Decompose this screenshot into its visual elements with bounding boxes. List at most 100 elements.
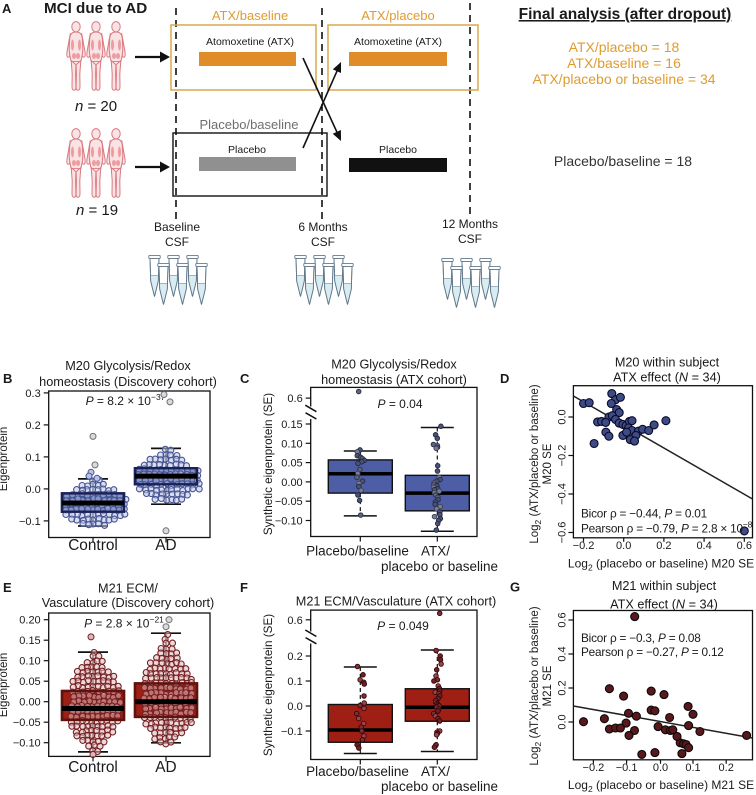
svg-text:ATX/baseline = 16: ATX/baseline = 16 [567, 55, 681, 71]
svg-text:Baseline: Baseline [154, 220, 200, 234]
svg-text:ATX/: ATX/ [421, 544, 450, 559]
svg-text:D: D [500, 371, 509, 386]
svg-text:−0.10: −0.10 [275, 516, 303, 528]
svg-text:−0.6: −0.6 [557, 522, 569, 544]
svg-text:0.15: 0.15 [19, 635, 40, 647]
svg-text:CSF: CSF [458, 232, 482, 246]
svg-text:M20 SE: M20 SE [542, 443, 554, 484]
svg-text:0.2: 0.2 [287, 651, 302, 663]
svg-text:Bicor ρ = −0.3, P = 0.08: Bicor ρ = −0.3, P = 0.08 [581, 631, 701, 645]
svg-text:0.4: 0.4 [557, 646, 569, 661]
svg-text:0.6: 0.6 [557, 612, 569, 627]
svg-text:0.2: 0.2 [25, 420, 40, 432]
svg-text:Control: Control [68, 537, 118, 554]
svg-text:Log2 (placebo or baseline) M20: Log2 (placebo or baseline) M20 SE [568, 557, 754, 573]
svg-text:0.00: 0.00 [19, 697, 40, 709]
svg-text:6 Months: 6 Months [298, 220, 347, 234]
svg-text:0.0: 0.0 [616, 540, 631, 552]
svg-text:P = 2.8 × 10−21: P = 2.8 × 10−21 [84, 615, 164, 631]
svg-text:Pearson ρ = −0.79, P = 2.8 × 1: Pearson ρ = −0.79, P = 2.8 × 10−8 [581, 520, 753, 536]
svg-text:0.2: 0.2 [557, 680, 569, 695]
svg-text:M20 Glycolysis/Redox: M20 Glycolysis/Redox [331, 358, 457, 372]
svg-text:homeostasis (ATX cohort): homeostasis (ATX cohort) [321, 373, 467, 387]
svg-text:CSF: CSF [165, 235, 189, 249]
svg-text:0.6: 0.6 [737, 540, 752, 552]
svg-text:0.2: 0.2 [656, 540, 671, 552]
svg-text:Log2 (placebo or baseline) M21: Log2 (placebo or baseline) M21 SE [568, 778, 754, 794]
svg-text:Placebo/baseline = 18: Placebo/baseline = 18 [554, 153, 692, 169]
svg-text:Synthetic eigenprotein (SE): Synthetic eigenprotein (SE) [262, 614, 275, 756]
svg-text:0.0: 0.0 [557, 714, 569, 729]
svg-text:0.0: 0.0 [287, 701, 302, 713]
svg-text:−0.2: −0.2 [557, 445, 569, 467]
svg-text:MCI due to AD: MCI due to AD [44, 0, 147, 17]
svg-text:−0.10: −0.10 [13, 738, 41, 750]
svg-text:placebo or baseline: placebo or baseline [381, 559, 498, 574]
svg-text:0.05: 0.05 [19, 676, 40, 688]
svg-text:Eigenprotein: Eigenprotein [0, 653, 10, 718]
svg-text:0.15: 0.15 [281, 419, 302, 431]
svg-text:−0.1: −0.1 [281, 726, 303, 738]
svg-text:ATX/baseline: ATX/baseline [212, 8, 288, 23]
svg-text:Placebo/baseline: Placebo/baseline [306, 544, 409, 559]
svg-text:G: G [510, 580, 520, 595]
svg-text:Synthetic eigenprotein (SE): Synthetic eigenprotein (SE) [262, 393, 275, 535]
svg-text:AD: AD [155, 537, 176, 554]
svg-text:B: B [3, 371, 12, 386]
svg-text:A: A [2, 1, 12, 16]
svg-text:C: C [240, 371, 250, 386]
svg-text:Control: Control [68, 759, 118, 776]
svg-text:0.2: 0.2 [719, 762, 734, 774]
svg-text:M20 Glycolysis/Redox: M20 Glycolysis/Redox [65, 359, 191, 373]
svg-text:E: E [3, 580, 12, 595]
svg-text:0.4: 0.4 [696, 540, 711, 552]
svg-text:−0.2: −0.2 [573, 540, 595, 552]
svg-text:M20 within subject: M20 within subject [615, 355, 720, 369]
svg-text:0.05: 0.05 [281, 458, 302, 470]
svg-text:0.20: 0.20 [19, 615, 40, 627]
svg-text:Placebo: Placebo [228, 144, 266, 156]
svg-text:0.1: 0.1 [287, 676, 302, 688]
svg-text:Atomoxetine (ATX): Atomoxetine (ATX) [354, 36, 442, 48]
svg-text:M21 within subject: M21 within subject [612, 579, 717, 593]
svg-text:0.0: 0.0 [557, 409, 569, 424]
svg-text:0.3: 0.3 [25, 388, 40, 400]
svg-text:0.00: 0.00 [281, 477, 302, 489]
svg-text:Vasculature (Discovery cohort): Vasculature (Discovery cohort) [42, 596, 215, 610]
svg-text:M21 ECM/Vasculature (ATX cohor: M21 ECM/Vasculature (ATX cohort) [296, 595, 496, 609]
svg-text:ATX/placebo: ATX/placebo [361, 8, 434, 23]
svg-text:−0.1: −0.1 [616, 762, 638, 774]
svg-text:CSF: CSF [311, 235, 335, 249]
svg-text:P = 0.049: P = 0.049 [377, 619, 429, 633]
svg-text:−0.4: −0.4 [557, 483, 569, 505]
svg-text:12 Months: 12 Months [442, 217, 498, 231]
svg-text:−0.05: −0.05 [13, 717, 41, 729]
svg-text:Pearson ρ = −0.27, P = 0.12: Pearson ρ = −0.27, P = 0.12 [581, 645, 724, 659]
svg-text:0.10: 0.10 [19, 656, 40, 668]
svg-text:Placebo/baseline: Placebo/baseline [199, 117, 298, 132]
svg-text:AD: AD [155, 759, 176, 776]
svg-text:−0.1: −0.1 [19, 516, 41, 528]
svg-text:Log2 (ATX/placebo or baseline): Log2 (ATX/placebo or baseline) [529, 384, 543, 543]
svg-text:Bicor ρ = −0.44, P = 0.01: Bicor ρ = −0.44, P = 0.01 [581, 507, 707, 521]
svg-text:homeostasis (Discovery cohort): homeostasis (Discovery cohort) [39, 375, 217, 389]
svg-text:0.6: 0.6 [287, 615, 302, 627]
svg-text:ATX/: ATX/ [421, 764, 450, 779]
svg-text:ATX effect (N = 34): ATX effect (N = 34) [610, 598, 718, 612]
svg-text:F: F [240, 580, 248, 595]
svg-text:Final analysis (after dropout): Final analysis (after dropout) [519, 6, 732, 23]
svg-text:M21 SE: M21 SE [542, 665, 554, 706]
svg-text:0.10: 0.10 [281, 438, 302, 450]
svg-text:0.1: 0.1 [25, 452, 40, 464]
svg-text:0.6: 0.6 [287, 393, 302, 405]
svg-text:ATX/placebo or baseline = 34: ATX/placebo or baseline = 34 [532, 71, 715, 87]
svg-text:P = 0.04: P = 0.04 [377, 397, 422, 411]
svg-text:0.1: 0.1 [685, 762, 700, 774]
svg-text:Placebo: Placebo [379, 144, 417, 156]
svg-text:Placebo/baseline: Placebo/baseline [306, 764, 409, 779]
svg-text:n = 19: n = 19 [76, 202, 118, 219]
svg-text:P = 8.2 × 10−37: P = 8.2 × 10−37 [86, 392, 166, 408]
svg-text:−0.05: −0.05 [275, 496, 303, 508]
svg-text:Atomoxetine (ATX): Atomoxetine (ATX) [206, 36, 294, 48]
svg-text:0.0: 0.0 [653, 762, 668, 774]
